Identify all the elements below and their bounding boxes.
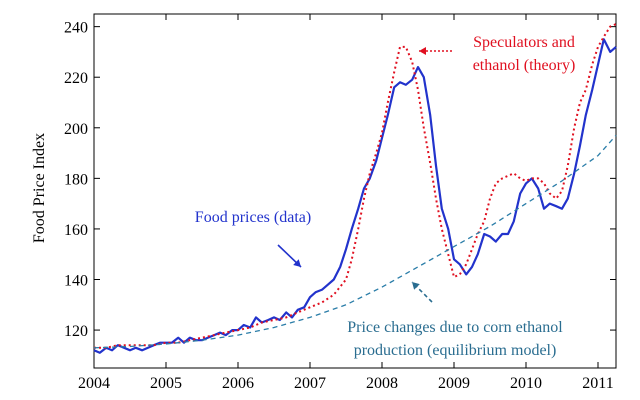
annotation-label-spec: ethanol (theory) [473, 57, 576, 74]
annotation-label-food: Food prices (data) [195, 209, 311, 226]
series-line-spec [94, 23, 617, 349]
y-tick-label: 160 [64, 222, 88, 239]
annotation-label-eq: Price changes due to corn ethanol [347, 319, 563, 336]
y-tick-label: 220 [64, 70, 88, 87]
y-tick-label: 120 [64, 323, 88, 340]
x-tick-label: 2008 [366, 375, 398, 392]
x-tick-label: 2006 [222, 375, 254, 392]
x-tick-label: 2007 [294, 375, 326, 392]
series-layer [93, 23, 617, 354]
x-tick-label: 2005 [150, 375, 182, 392]
annotation-arrowhead-eq [412, 282, 420, 290]
y-tick-label: 180 [64, 171, 88, 188]
y-tick-label: 240 [64, 20, 88, 37]
y-tick-label: 140 [64, 273, 88, 290]
annotation-arrowhead-spec [419, 47, 426, 55]
y-axis-label: Food Price Index [31, 133, 48, 243]
x-tick-label: 2004 [78, 375, 110, 392]
annotation-layer: Speculators and ethanol (theory) Food pric… [195, 34, 576, 359]
y-tick-label: 200 [64, 121, 88, 138]
x-tick-label: 2011 [582, 375, 613, 392]
plot-frame [93, 13, 617, 369]
annotation-label-eq: production (equilibrium model) [354, 342, 557, 359]
annotation-arrowhead-food [293, 259, 301, 267]
x-tick-label: 2009 [438, 375, 470, 392]
x-tick-label: 2010 [510, 375, 542, 392]
axes: 2004 2005 2006 2007 2008 2009 2010 2011 120 140 16… [64, 13, 617, 392]
series-line-eq [93, 134, 617, 349]
annotation-label-spec: Speculators and [473, 34, 575, 51]
series-line-food [93, 38, 617, 354]
